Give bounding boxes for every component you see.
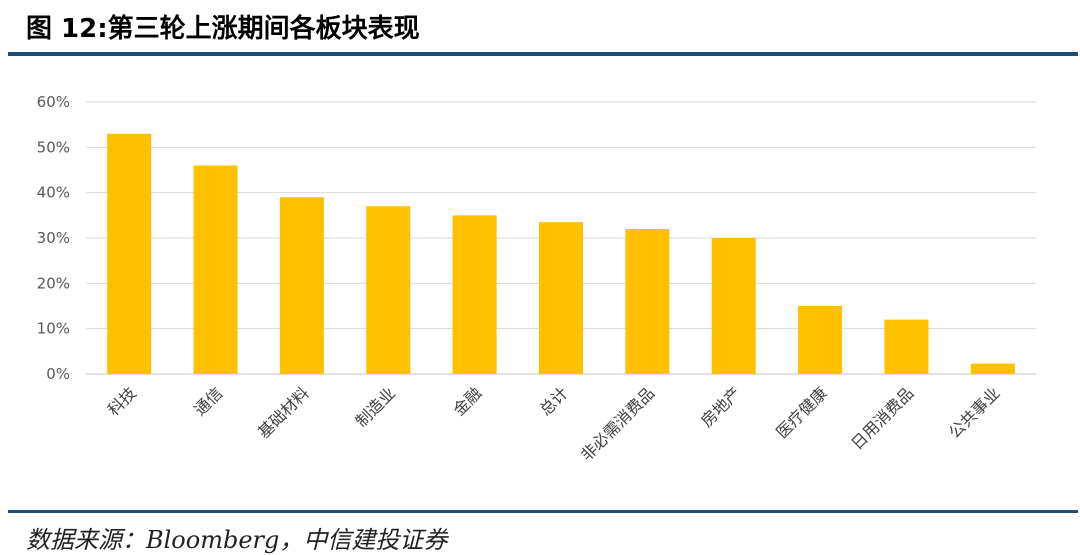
y-tick-label: 60% [37,93,70,111]
footer-rule [8,510,1078,513]
bar-2 [279,197,324,374]
bar-1 [193,165,238,374]
x-category-label: 科技 [104,383,140,419]
bar-chart: 0% 10% 20% 30% 40% 50% 60% 科技 通信 基础材料 制造业 金融 总计 非必需消… [37,93,1036,465]
bar-4 [452,215,497,374]
y-tick-label: 10% [37,320,70,338]
x-category-label: 通信 [190,383,226,419]
bar-6 [625,228,670,374]
y-axis-ticks: 0% 10% 20% 30% 40% 50% 60% [37,93,70,383]
bar-10 [970,363,1015,374]
bar-3 [366,206,411,374]
bars [107,133,1015,374]
x-category-label: 公共事业 [945,383,1004,442]
y-tick-label: 0% [46,365,70,383]
x-category-label: 基础材料 [254,383,313,442]
bar-5 [539,222,583,374]
title-rule [8,52,1078,56]
bar-9 [884,319,929,374]
x-category-label: 非必需消费品 [577,383,658,464]
x-axis-labels: 科技 通信 基础材料 制造业 金融 总计 非必需消费品 房地产 医疗健康 日用消费品 公共事业 [104,383,1004,464]
y-tick-label: 20% [37,274,70,292]
gridlines [86,101,1036,375]
x-category-label: 房地产 [697,383,744,430]
bar-7 [711,238,756,374]
bar-0 [107,133,152,374]
x-category-label: 金融 [449,383,485,419]
y-tick-label: 30% [37,229,70,247]
x-category-label: 日用消费品 [847,383,917,453]
y-tick-label: 40% [37,184,70,202]
x-category-label: 制造业 [352,383,399,430]
y-tick-label: 50% [37,138,70,156]
x-category-label: 医疗健康 [772,383,831,442]
bar-8 [798,306,843,374]
source-note: 数据来源：Bloomberg，中信建投证券 [26,526,448,554]
x-category-label: 总计 [536,383,572,419]
chart-title: 图 12:第三轮上涨期间各板块表现 [26,14,420,44]
